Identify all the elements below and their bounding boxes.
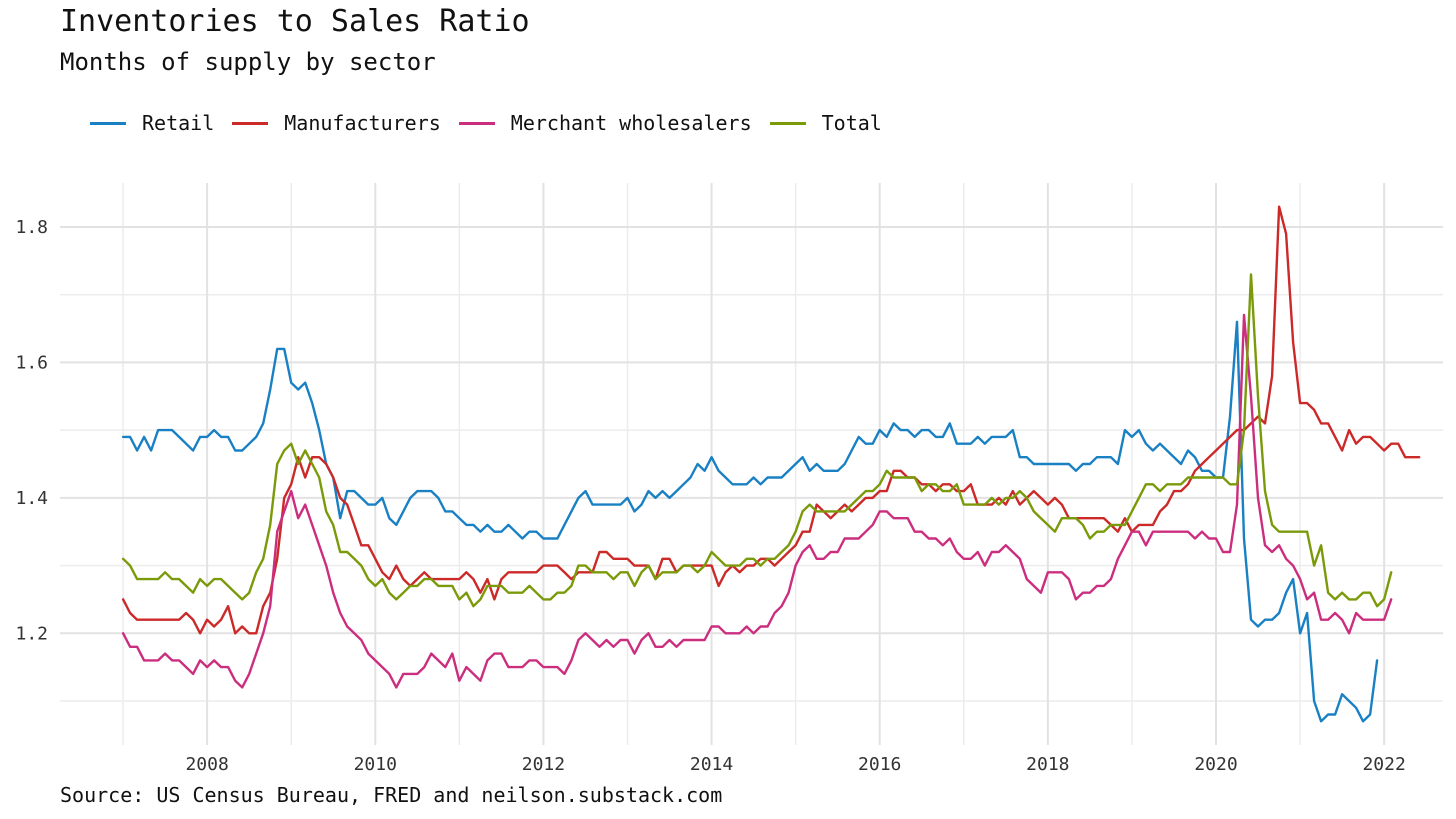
x-tick-label: 2020: [1194, 754, 1237, 775]
legend-swatch-merchant-wholesalers: [458, 121, 495, 125]
series-line-manufacturers: [121, 205, 1421, 635]
chart-subtitle: Months of supply by sector: [60, 48, 436, 76]
legend-swatch-manufacturers: [232, 121, 269, 125]
x-tick-label: 2018: [1026, 754, 1069, 775]
legend-label-total: Total: [821, 111, 882, 135]
x-tick-label: 2008: [185, 754, 228, 775]
x-tick-label: 2022: [1362, 754, 1405, 775]
legend-item-retail: Retail: [90, 111, 214, 135]
legend-item-total: Total: [769, 111, 882, 135]
legend-swatch-total: [769, 121, 806, 125]
y-tick-label: 1.4: [15, 488, 48, 509]
legend-swatch-retail: [90, 121, 126, 125]
y-tick-label: 1.2: [15, 623, 48, 644]
series-line-merchant-wholesalers: [121, 313, 1393, 689]
y-tick-label: 1.6: [15, 352, 48, 373]
legend-label-retail: Retail: [142, 111, 215, 135]
x-tick-label: 2012: [522, 754, 565, 775]
x-tick-label: 2010: [354, 754, 397, 775]
x-tick-label: 2016: [858, 754, 901, 775]
legend-item-merchant-wholesalers: Merchant wholesalers: [458, 111, 752, 135]
legend-label-merchant-wholesalers: Merchant wholesalers: [510, 111, 752, 135]
x-tick-label: 2014: [690, 754, 733, 775]
legend-item-manufacturers: Manufacturers: [232, 111, 441, 135]
source-caption: Source: US Census Bureau, FRED and neils…: [60, 783, 723, 807]
y-tick-label: 1.8: [15, 217, 48, 238]
chart-title: Inventories to Sales Ratio: [60, 4, 530, 39]
legend: Retail Manufacturers Merchant wholesaler…: [90, 111, 900, 135]
series-line-total: [121, 273, 1393, 608]
legend-label-manufacturers: Manufacturers: [284, 111, 441, 135]
